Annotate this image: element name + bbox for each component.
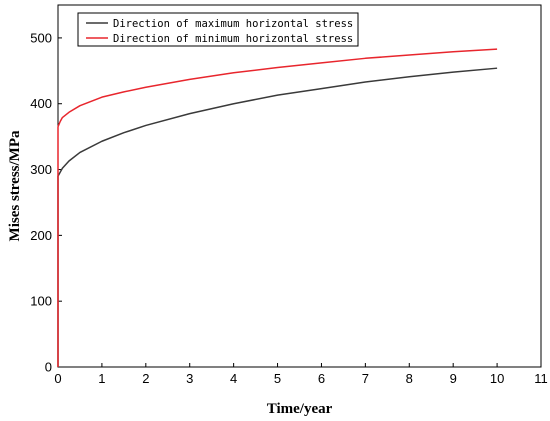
x-tick-label: 10 xyxy=(490,371,504,386)
x-tick-label: 0 xyxy=(54,371,61,386)
series-line xyxy=(57,67,498,367)
axes: 0 1 2 3 4 5 6 7 8 9 10 11 0 100 200 300 400 500 xyxy=(30,4,548,386)
y-tick-label: 0 xyxy=(45,360,52,375)
x-tick-label: 2 xyxy=(142,371,149,386)
legend-label: Direction of maximum horizontal stress xyxy=(113,18,353,30)
x-tick-label: 4 xyxy=(230,371,237,386)
legend-box xyxy=(77,12,359,47)
y-tick-label: 100 xyxy=(30,294,52,309)
y-axis-title: Mises stress/MPa xyxy=(7,130,23,241)
x-tick-label: 3 xyxy=(186,371,193,386)
y-tick-label: 200 xyxy=(30,228,52,243)
x-tick-label: 11 xyxy=(534,371,548,386)
x-tick-label: 5 xyxy=(274,371,281,386)
legend-label: Direction of minimum horizontal stress xyxy=(113,33,353,45)
y-tick-label: 500 xyxy=(30,30,52,45)
x-axis-title: Time/year xyxy=(267,401,333,417)
x-tick-label: 1 xyxy=(98,371,105,386)
y-tick-label: 400 xyxy=(30,96,52,111)
x-tick-label: 7 xyxy=(362,371,369,386)
x-tick-label: 6 xyxy=(318,371,325,386)
x-tick-label: 8 xyxy=(406,371,413,386)
legend: Direction of maximum horizontal stress Di… xyxy=(77,12,359,47)
x-tick-label: 9 xyxy=(450,371,457,386)
plot-frame xyxy=(57,4,542,368)
series-layer xyxy=(57,48,498,367)
series-line xyxy=(57,48,498,367)
y-tick-label: 300 xyxy=(30,162,52,177)
